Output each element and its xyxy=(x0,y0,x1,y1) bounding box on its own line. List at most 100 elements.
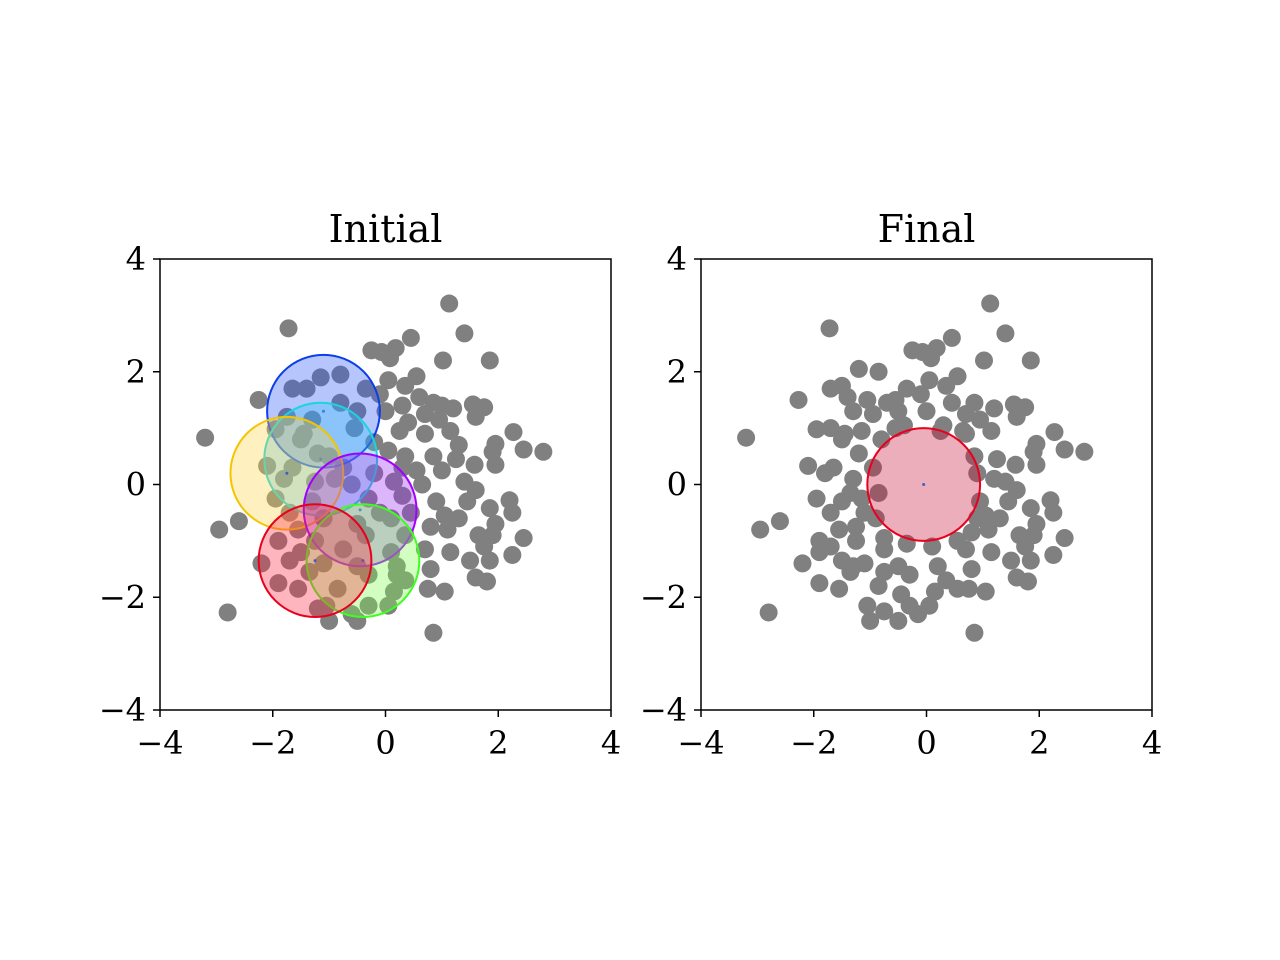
scatter-point-final xyxy=(920,371,939,390)
y-tick-label-initial: 4 xyxy=(126,240,146,278)
scatter-point-final xyxy=(821,419,840,438)
scatter-point-initial xyxy=(384,582,403,601)
x-tick-label-initial: 2 xyxy=(488,724,508,762)
scatter-point-final xyxy=(844,402,863,421)
scatter-point-initial xyxy=(289,579,308,598)
scatter-point-initial xyxy=(401,328,420,347)
axis-ticks-final: −4 −2 0 2 4 −4 −2 0 2 4 xyxy=(640,240,1162,762)
scatter-point-final xyxy=(917,402,936,421)
scatter-point-final xyxy=(830,520,849,539)
scatter-point-final xyxy=(990,509,1009,528)
scatter-point-initial xyxy=(311,368,330,387)
cluster-center-cyan-initial xyxy=(319,457,323,461)
scatter-point-final xyxy=(996,324,1015,343)
scatter-point-initial xyxy=(458,492,477,511)
scatter-point-initial xyxy=(413,475,432,494)
scatter-point-initial xyxy=(325,469,344,488)
scatter-point-final xyxy=(858,596,877,615)
scatter-point-initial xyxy=(503,545,522,564)
scatter-point-initial xyxy=(393,458,412,477)
scatter-point-initial xyxy=(196,428,215,447)
scatter-point-initial xyxy=(432,461,451,480)
scatter-point-initial xyxy=(480,499,499,518)
scatter-point-final xyxy=(810,574,829,593)
scatter-point-initial xyxy=(534,442,553,461)
scatter-point-initial xyxy=(396,376,415,395)
scatter-point-final xyxy=(852,489,871,508)
scatter-point-final xyxy=(751,520,770,539)
scatter-point-final xyxy=(976,582,995,601)
scatter-point-final xyxy=(1006,455,1025,474)
scatter-point-final xyxy=(923,537,942,556)
y-tick-label-initial: 2 xyxy=(126,353,146,391)
scatter-point-initial xyxy=(415,405,434,424)
scatter-point-initial xyxy=(210,520,229,539)
y-tick-label-initial: −2 xyxy=(99,578,146,616)
plot-area-initial xyxy=(196,294,553,642)
scatter-point-final xyxy=(982,421,1001,440)
scatter-point-initial xyxy=(300,562,319,581)
scatter-point-initial xyxy=(390,421,409,440)
scatter-point-final xyxy=(863,405,882,424)
scatter-point-initial xyxy=(328,579,347,598)
scatter-point-initial xyxy=(381,349,400,368)
scatter-point-initial xyxy=(356,379,375,398)
x-tick-label-initial: −2 xyxy=(249,724,296,762)
scatter-point-initial xyxy=(393,486,412,505)
scatter-point-initial xyxy=(334,540,353,559)
scatter-point-initial xyxy=(424,447,443,466)
scatter-point-initial xyxy=(249,390,268,409)
scatter-point-final xyxy=(987,450,1006,469)
scatter-point-final xyxy=(922,349,941,368)
scatter-point-initial xyxy=(441,421,460,440)
cluster-center-yellow-initial xyxy=(285,471,289,475)
x-tick-label-final: −2 xyxy=(790,724,837,762)
scatter-point-final xyxy=(793,554,812,573)
scatter-point-final xyxy=(821,379,840,398)
scatter-point-initial xyxy=(465,455,484,474)
scatter-point-final xyxy=(849,444,868,463)
scatter-point-final xyxy=(968,464,987,483)
y-tick-label-initial: −4 xyxy=(99,691,146,729)
cluster-center-blue-initial xyxy=(321,409,325,413)
scatter-point-initial xyxy=(449,509,468,528)
scatter-point-initial xyxy=(384,472,403,491)
y-tick-label-final: 0 xyxy=(667,466,687,504)
scatter-point-final xyxy=(948,531,967,550)
scatter-point-initial xyxy=(393,396,412,415)
scatter-point-final xyxy=(985,469,1004,488)
scatter-point-initial xyxy=(435,506,454,525)
scatter-point-final xyxy=(821,503,840,522)
scatter-point-final xyxy=(807,489,826,508)
scatter-point-initial xyxy=(303,492,322,511)
scatter-point-final xyxy=(838,388,857,407)
scatter-point-final xyxy=(847,517,866,536)
scatter-point-initial xyxy=(477,572,496,591)
scatter-point-final xyxy=(985,399,1004,418)
scatter-point-initial xyxy=(258,456,277,475)
scatter-point-initial xyxy=(427,492,446,511)
scatter-point-final xyxy=(962,560,981,579)
scatter-point-initial xyxy=(269,531,288,550)
scatter-point-initial xyxy=(303,410,322,429)
scatter-point-final xyxy=(832,430,851,449)
scatter-point-final xyxy=(925,582,944,601)
scatter-point-initial xyxy=(387,565,406,584)
scatter-point-final xyxy=(830,579,849,598)
scatter-point-initial xyxy=(280,551,299,570)
scatter-point-final xyxy=(810,543,829,562)
axis-ticks-initial: −4 −2 0 2 4 −4 −2 0 2 4 xyxy=(99,240,621,762)
scatter-point-final xyxy=(909,605,928,624)
scatter-point-initial xyxy=(449,436,468,455)
scatter-point-initial xyxy=(252,554,271,573)
scatter-point-final xyxy=(886,390,905,409)
cluster-center-purple-initial xyxy=(358,508,362,512)
scatter-point-final xyxy=(1045,423,1064,442)
scatter-point-final xyxy=(869,362,888,381)
scatter-point-initial xyxy=(359,596,378,615)
scatter-point-final xyxy=(849,359,868,378)
scatter-point-final xyxy=(875,602,894,621)
scatter-point-initial xyxy=(421,560,440,579)
scatter-point-initial xyxy=(379,371,398,390)
